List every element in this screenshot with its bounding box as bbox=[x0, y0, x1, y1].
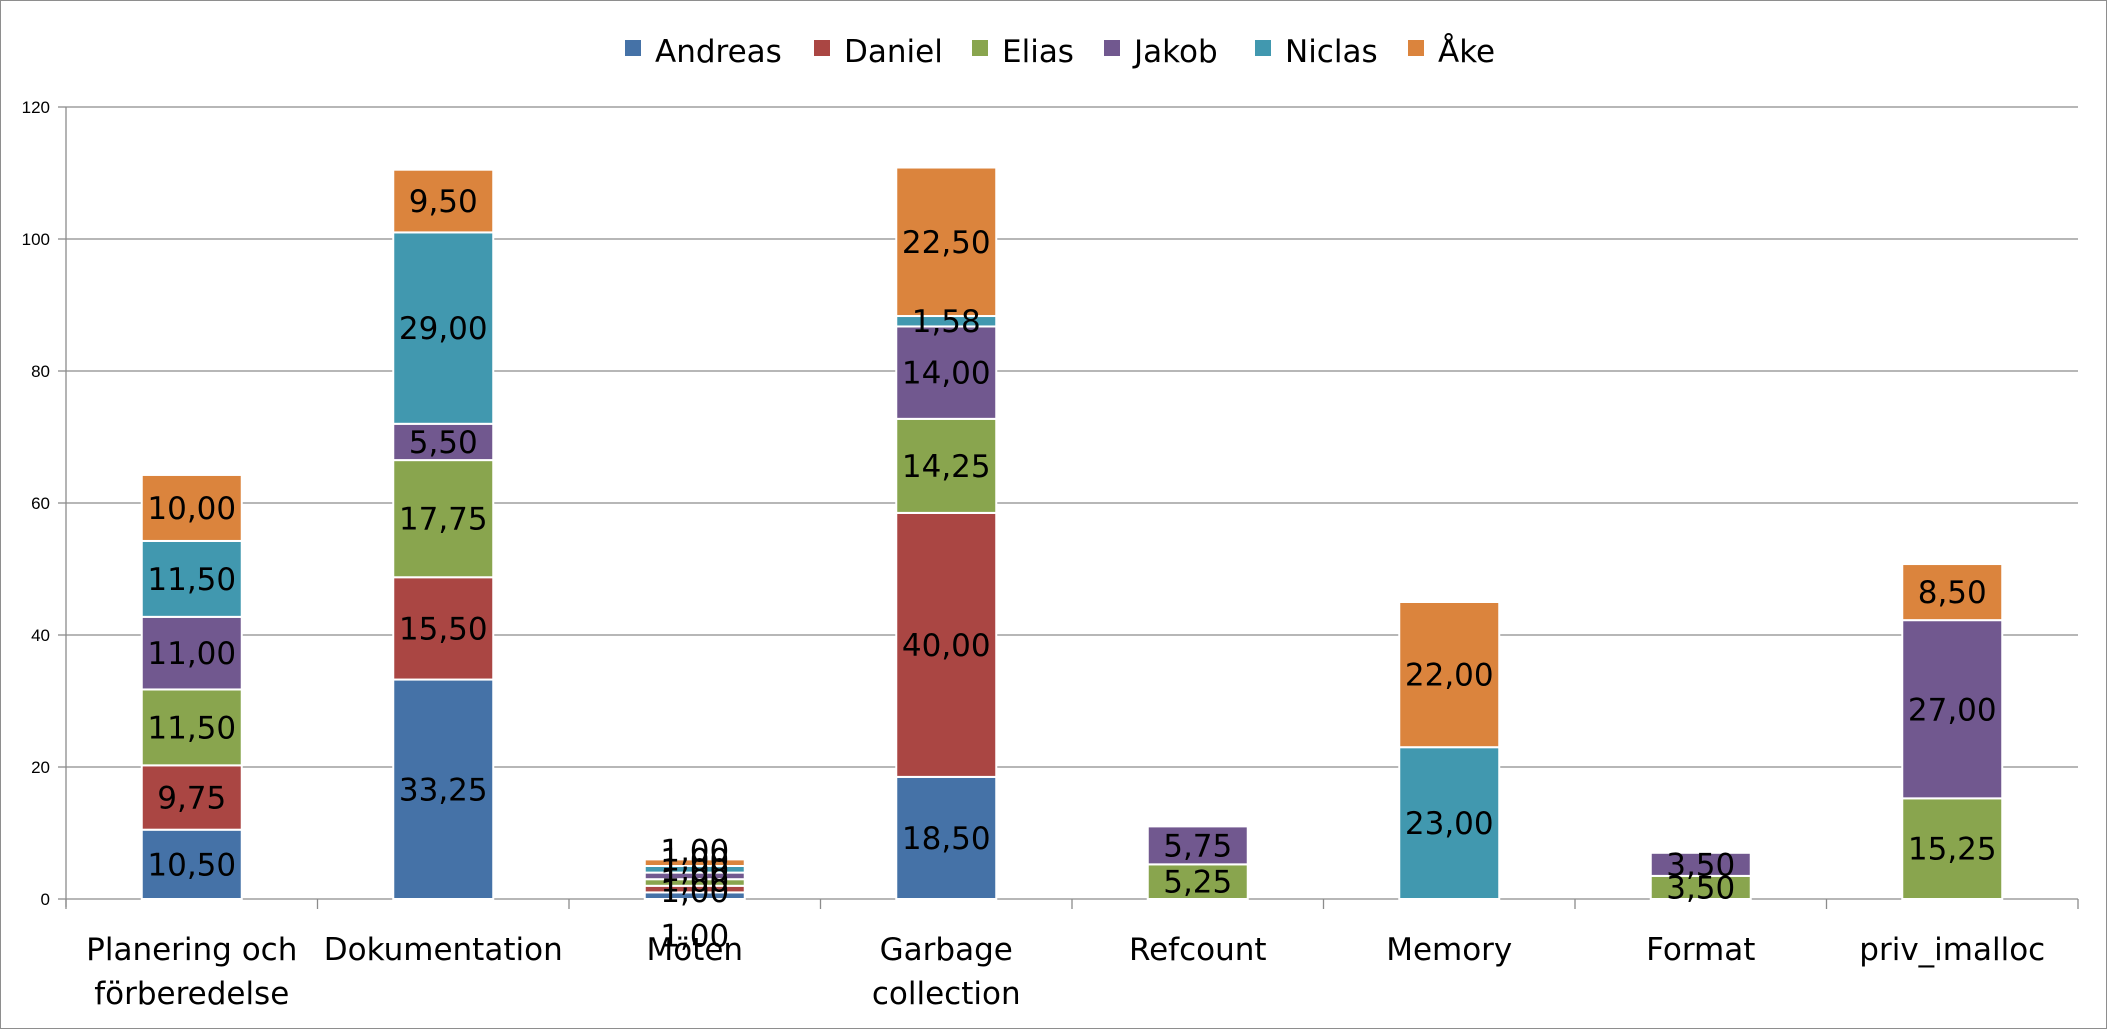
bar-segment bbox=[392, 231, 495, 425]
legend-item-label: Elias bbox=[1002, 34, 1074, 70]
bar-segment bbox=[895, 325, 998, 420]
category-label: Memory bbox=[1386, 932, 1512, 968]
y-tick-label: 20 bbox=[31, 758, 50, 777]
category-label: priv_imalloc bbox=[1859, 932, 2045, 968]
data-label: 23,00 bbox=[1405, 806, 1494, 842]
data-label: 1,00 bbox=[660, 864, 729, 900]
data-label: 22,50 bbox=[902, 225, 991, 261]
bar-segment bbox=[1146, 863, 1249, 900]
data-label: 9,50 bbox=[409, 184, 478, 220]
bar-segment bbox=[140, 828, 243, 901]
category-label: Garbage bbox=[880, 932, 1013, 968]
data-label: 1,00 bbox=[660, 842, 729, 878]
data-label: 1,00 bbox=[660, 834, 729, 870]
bar-segment bbox=[895, 166, 998, 318]
bar-segment bbox=[1649, 851, 1752, 877]
data-label: 5,25 bbox=[1163, 865, 1232, 901]
y-tick-label: 40 bbox=[31, 626, 50, 645]
bar-segment bbox=[895, 511, 998, 778]
data-label: 1,00 bbox=[660, 919, 729, 955]
bar-segment bbox=[1398, 601, 1501, 749]
data-label: 11,00 bbox=[147, 636, 236, 672]
bar-segment bbox=[392, 678, 495, 900]
data-label: 5,50 bbox=[409, 425, 478, 461]
category-label: Planering och bbox=[86, 932, 297, 968]
bar-segment bbox=[1901, 563, 2004, 622]
data-label: 3,50 bbox=[1666, 870, 1735, 906]
legend-swatch bbox=[1104, 40, 1120, 56]
bar-segment bbox=[1146, 825, 1249, 866]
y-tick-label: 0 bbox=[41, 890, 50, 909]
category-label: Refcount bbox=[1129, 932, 1267, 968]
data-label: 14,00 bbox=[902, 356, 991, 392]
data-label: 33,25 bbox=[399, 772, 488, 808]
data-label: 40,00 bbox=[902, 628, 991, 664]
data-label: 10,00 bbox=[147, 491, 236, 527]
category-label: Format bbox=[1646, 932, 1755, 968]
data-label: 11,50 bbox=[147, 562, 236, 598]
legend-swatch bbox=[814, 40, 830, 56]
data-label: 1,58 bbox=[912, 304, 981, 340]
bar-segment bbox=[392, 168, 495, 234]
data-label: 10,50 bbox=[147, 847, 236, 883]
legend-swatch bbox=[972, 40, 988, 56]
category-label: förberedelse bbox=[94, 976, 289, 1012]
bar-segment bbox=[392, 459, 495, 579]
legend-swatch bbox=[625, 40, 641, 56]
legend-swatch bbox=[1408, 40, 1424, 56]
data-label: 11,50 bbox=[147, 710, 236, 746]
data-label: 27,00 bbox=[1908, 692, 1997, 728]
category-label: Dokumentation bbox=[324, 932, 563, 968]
y-tick-label: 80 bbox=[31, 362, 50, 381]
category-label: collection bbox=[872, 976, 1021, 1012]
y-tick-label: 120 bbox=[22, 98, 50, 117]
bar-segment bbox=[1398, 746, 1501, 901]
legend-item-label: Andreas bbox=[655, 34, 782, 70]
y-tick-label: 100 bbox=[22, 230, 50, 249]
data-label: 1,00 bbox=[660, 853, 729, 889]
data-label: 15,50 bbox=[399, 611, 488, 647]
data-label: 1,00 bbox=[660, 874, 729, 910]
data-label: 14,25 bbox=[902, 449, 991, 485]
legend-item-label: Jakob bbox=[1132, 34, 1218, 70]
data-label: 29,00 bbox=[399, 311, 488, 347]
legend-swatch bbox=[1255, 40, 1271, 56]
data-label: 18,50 bbox=[902, 821, 991, 857]
data-label: 15,25 bbox=[1908, 832, 1997, 868]
bar-segment bbox=[392, 576, 495, 681]
data-label: 5,75 bbox=[1163, 828, 1232, 864]
data-label: 8,50 bbox=[1918, 575, 1987, 611]
legend-item-label: Niclas bbox=[1285, 34, 1378, 70]
bar-segment bbox=[895, 775, 998, 901]
y-tick-label: 60 bbox=[31, 494, 50, 513]
category-label: Möten bbox=[646, 932, 743, 968]
data-label: 9,75 bbox=[157, 781, 226, 817]
bar-segment bbox=[140, 473, 243, 542]
bar-segment bbox=[643, 858, 746, 868]
legend-item-label: Daniel bbox=[844, 34, 943, 70]
data-label: 22,00 bbox=[1405, 658, 1494, 694]
data-label: 3,50 bbox=[1666, 847, 1735, 883]
legend-item-label: Åke bbox=[1438, 34, 1495, 70]
data-label: 17,75 bbox=[399, 502, 488, 538]
